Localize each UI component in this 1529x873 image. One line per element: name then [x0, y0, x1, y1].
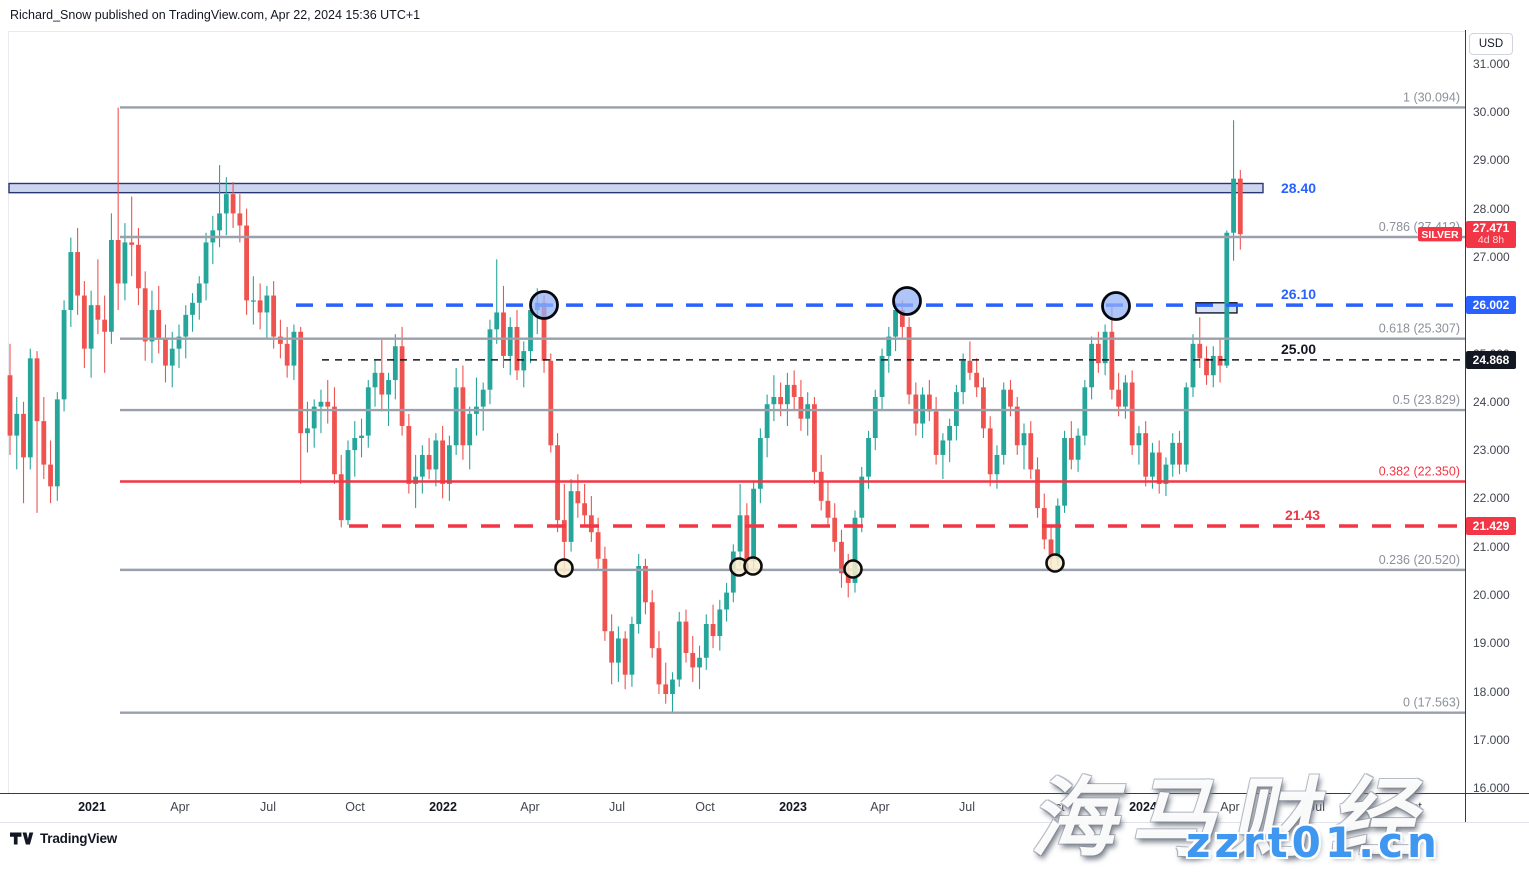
time-tick: Apr	[170, 800, 190, 814]
price-tick: 23.000	[1473, 443, 1510, 458]
black-level-badge-value: 24.868	[1472, 352, 1510, 367]
price-tick: 17.000	[1473, 732, 1510, 747]
price-tick: 28.000	[1473, 201, 1510, 216]
current-price-badge-value: 27.471	[1472, 221, 1510, 236]
watermark-url: zzrt01.cn	[1186, 818, 1441, 867]
time-tick: Jul	[609, 800, 625, 814]
time-axis[interactable]: 2021 Apr Jul Oct 2022 Apr Jul Oct 2023 Apr Jul Oct 2…	[0, 793, 1529, 823]
time-tick: Jul	[959, 800, 975, 814]
price-tick: 31.000	[1473, 56, 1510, 71]
black-level-badge: 24.868	[1466, 350, 1516, 369]
time-tick: Apr	[870, 800, 890, 814]
time-tick: Oct	[695, 800, 715, 814]
price-tick: 30.000	[1473, 105, 1510, 119]
blue-level-badge: 26.002	[1466, 296, 1516, 315]
currency-usd-label: USD	[1478, 38, 1504, 50]
time-tick: Jul	[1309, 800, 1325, 814]
tradingview-logo-text: TradingView	[40, 831, 118, 846]
price-axis[interactable]: 31.00030.00029.00028.00027.00026.00025.0…	[1465, 30, 1529, 796]
price-tick: 22.000	[1473, 491, 1510, 506]
footer-separator	[0, 822, 1529, 823]
tradingview-icon	[10, 832, 34, 845]
blue-level-badge-value: 26.002	[1472, 297, 1510, 312]
time-tick: Oct	[1402, 800, 1422, 814]
price-tick: 19.000	[1473, 636, 1510, 651]
attribution-title: Richard_Snow published on TradingView.co…	[10, 8, 421, 22]
time-axis-separator	[0, 793, 1529, 794]
red-level-badge: 21.429	[1466, 516, 1516, 535]
price-axis-separator	[1465, 30, 1466, 823]
chart-plot-area[interactable]	[8, 30, 1465, 793]
time-tick: Apr	[1220, 800, 1240, 814]
time-tick: 2023	[779, 800, 807, 814]
price-tick: 27.000	[1473, 249, 1510, 264]
plot-border-top	[8, 31, 1465, 32]
time-tick: Jul	[260, 800, 276, 814]
time-tick: 2024	[1129, 800, 1157, 814]
price-tick: 21.000	[1473, 539, 1510, 554]
time-tick: Oct	[345, 800, 365, 814]
price-tick: 18.000	[1473, 684, 1510, 699]
price-tick: 24.000	[1473, 394, 1510, 409]
time-tick: 2022	[429, 800, 457, 814]
tradingview-logo[interactable]: TradingView	[10, 831, 117, 846]
current-price-badge: 27.471 4d 8h	[1466, 220, 1516, 248]
time-tick: Oct	[1045, 800, 1065, 814]
current-price-badge-countdown: 4d 8h	[1477, 233, 1505, 246]
price-tick: 29.000	[1473, 153, 1510, 168]
time-tick: Apr	[520, 800, 540, 814]
price-tick: 16.000	[1473, 781, 1510, 796]
time-tick: 2021	[78, 800, 106, 814]
red-level-badge-value: 21.429	[1472, 518, 1510, 533]
price-tick: 20.000	[1473, 588, 1510, 602]
currency-usd-button[interactable]: USD	[1469, 33, 1513, 55]
